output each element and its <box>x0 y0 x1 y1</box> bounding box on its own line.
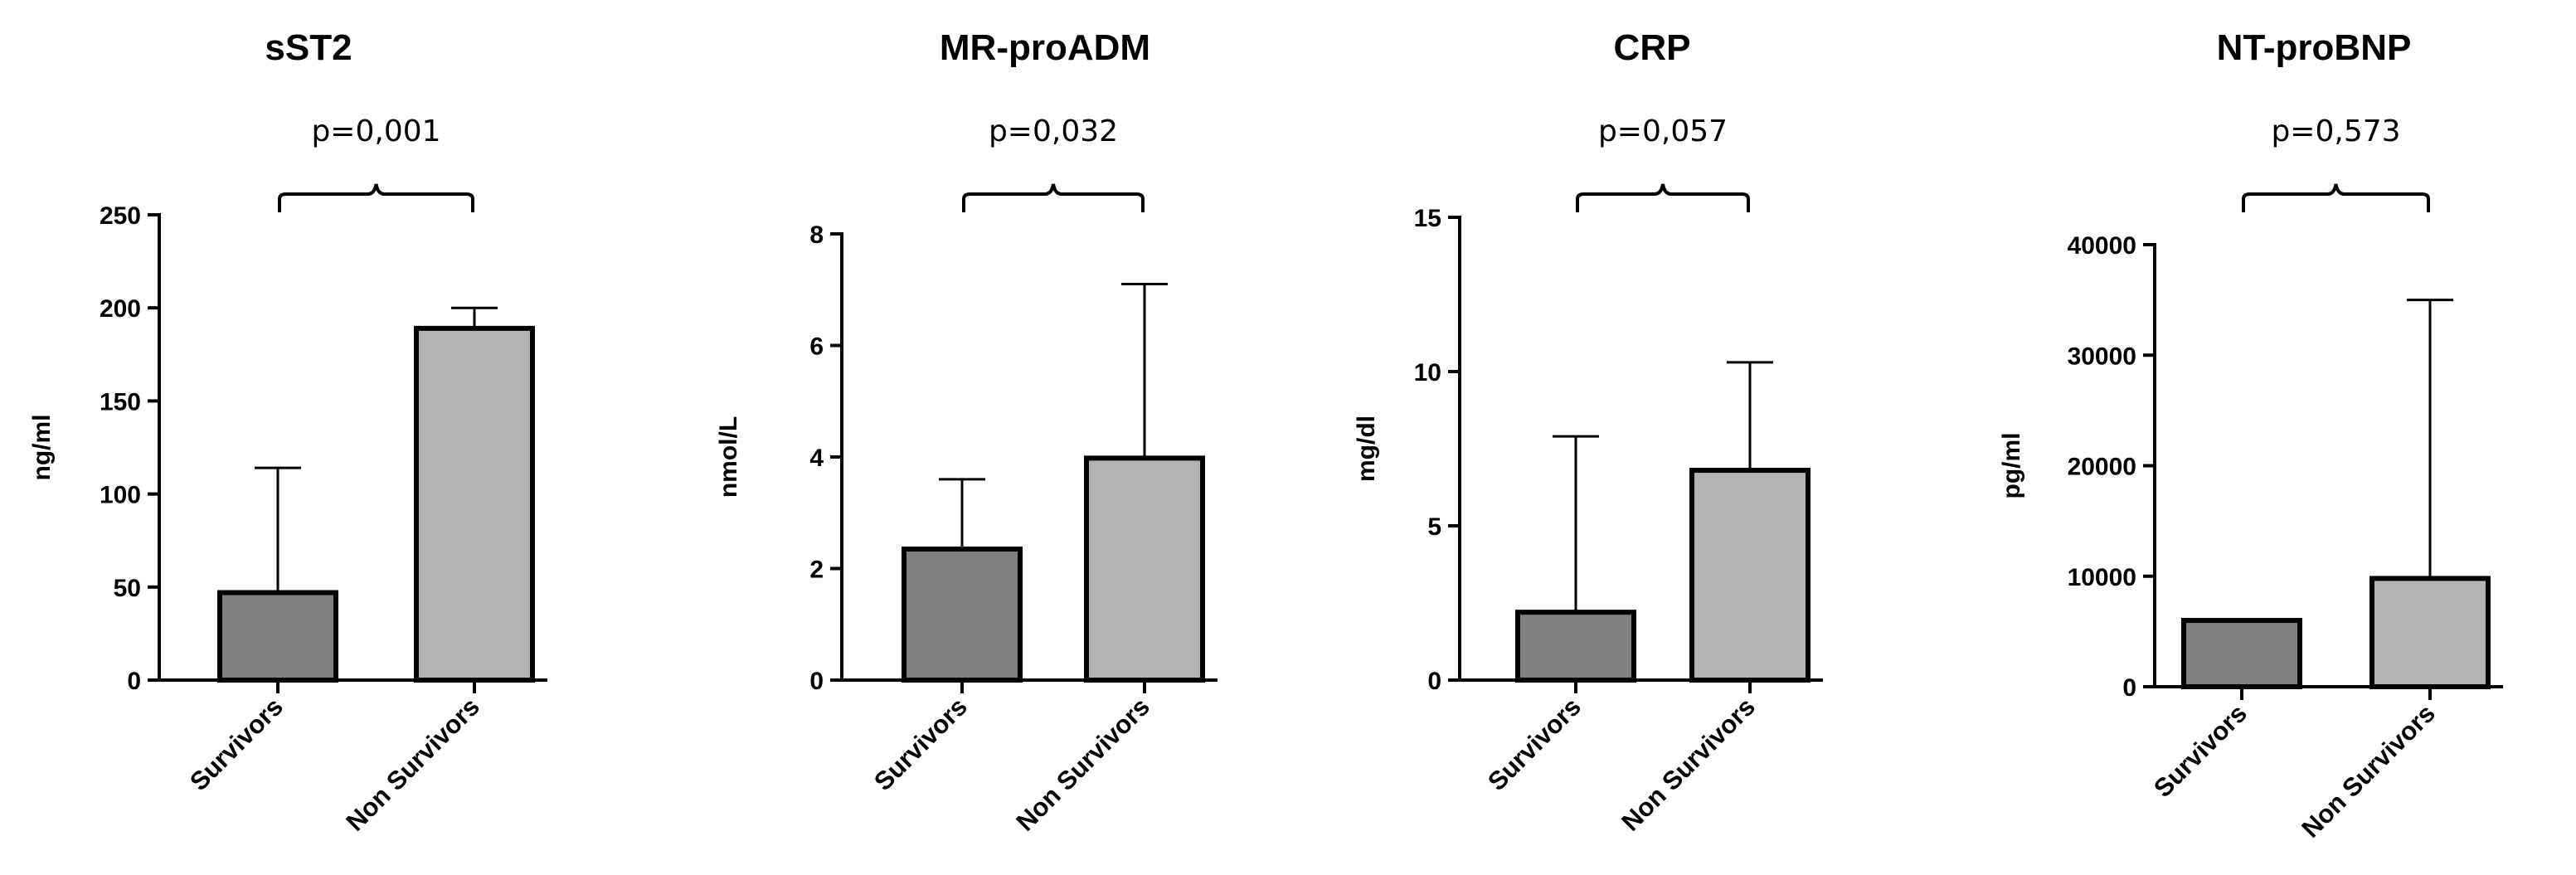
y-axis-label: pg/ml <box>1998 433 2025 499</box>
bar-survivors <box>217 590 338 683</box>
y-axis-label: ng/ml <box>28 415 56 481</box>
chart-2: MR-proADM nmol/L 0 2 4 6 8 Survivors Non Survivo… <box>715 27 1218 837</box>
chart-1: sST2 ng/ml 0 50 100 150 200 250 Survivors Non Sur… <box>28 27 547 837</box>
y-tick-label: 4 <box>809 445 824 472</box>
bar-survivors <box>902 546 1023 683</box>
significance-brace <box>2242 183 2430 212</box>
y-tick-label: 6 <box>809 333 824 361</box>
y-axis-label: nmol/L <box>715 416 742 498</box>
y-tick-label: 2 <box>809 557 824 584</box>
y-axis-label: mg/dl <box>1353 416 1380 482</box>
chart-title: MR-proADM <box>940 27 1150 68</box>
category-label: Survivors <box>868 692 973 796</box>
bar-non-survivors <box>1084 455 1205 683</box>
y-tick-label: 0 <box>1427 668 1441 695</box>
p-value-label: p=0,057 <box>1598 114 1728 148</box>
category-label: Non Survivors <box>2296 698 2441 843</box>
y-tick-label: 20000 <box>2068 454 2136 481</box>
chart-3: CRP mg/dl 0 5 10 15 Survivors Non Survivors p=0,… <box>1353 27 1823 837</box>
y-tick-label: 50 <box>114 575 141 602</box>
category-label: Survivors <box>1482 692 1587 796</box>
bar-survivors <box>2181 618 2302 689</box>
category-label: Non Survivors <box>340 692 485 837</box>
category-label: Survivors <box>2148 698 2253 803</box>
p-value-label: p=0,573 <box>2271 114 2400 148</box>
y-tick-label: 0 <box>2122 674 2136 702</box>
category-label: Non Survivors <box>1616 692 1761 837</box>
bar-survivors <box>1515 610 1636 683</box>
bar-non-survivors <box>2369 576 2491 689</box>
y-tick-label: 0 <box>127 668 141 695</box>
chart-title: CRP <box>1614 27 1691 68</box>
y-tick-label: 10 <box>1414 359 1441 386</box>
y-tick-label: 10000 <box>2068 564 2136 591</box>
y-tick-label: 150 <box>100 388 141 416</box>
y-tick-label: 200 <box>100 295 141 323</box>
y-tick-label: 250 <box>100 202 141 230</box>
significance-brace <box>278 183 474 212</box>
y-tick-label: 5 <box>1427 513 1441 541</box>
p-value-label: p=0,032 <box>989 114 1118 148</box>
y-tick-label: 40000 <box>2068 232 2136 260</box>
chart-4: NT-proBNP pg/ml 0 10000 20000 30000 40000 Survi… <box>1998 27 2503 843</box>
y-tick-label: 15 <box>1414 205 1441 232</box>
p-value-label: p=0,001 <box>311 114 440 148</box>
significance-brace <box>962 183 1145 212</box>
y-tick-label: 8 <box>809 221 824 249</box>
category-label: Survivors <box>184 692 289 796</box>
y-tick-label: 30000 <box>2068 343 2136 370</box>
y-tick-label: 100 <box>100 482 141 509</box>
y-tick-label: 0 <box>809 668 824 695</box>
category-label: Non Survivors <box>1010 692 1155 837</box>
chart-title: NT-proBNP <box>2217 27 2412 68</box>
significance-brace <box>1576 183 1750 212</box>
bar-non-survivors <box>1689 468 1810 683</box>
bar-non-survivors <box>414 325 535 683</box>
chart-title: sST2 <box>265 27 352 68</box>
